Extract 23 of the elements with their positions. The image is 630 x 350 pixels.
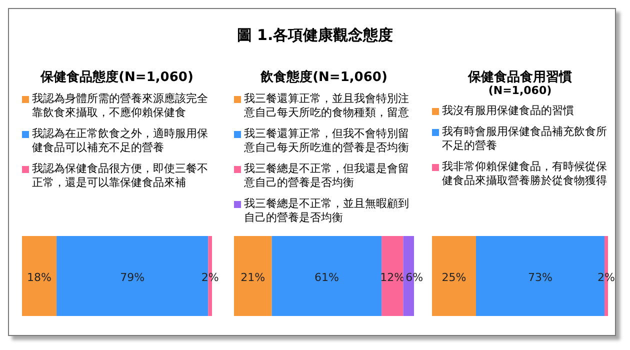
chart-title: 保健食品態度(N=1,060)	[39, 68, 194, 86]
data-label: 18%	[27, 271, 52, 284]
legend-label: 我非常仰賴保健食品，有時候從保健食品來攝取營養勝於從食物獲得	[442, 160, 608, 188]
bar	[272, 236, 382, 316]
data-label: 25%	[442, 271, 466, 284]
legend-label: 我有時會服用保健食品補充飲食所不足的營養	[442, 125, 608, 153]
legend-label: 我沒有服用保健食品的習慣	[442, 104, 574, 118]
legend-label: 我認為在正常飲食之外，適時服用保健食品可以補充不足的營養	[32, 127, 209, 155]
legend-label: 我認為保健食品很方便，即使三餐不正常，還是可以靠保健食品來補	[32, 162, 209, 190]
chart-subtitle: (N=1,060)	[487, 84, 553, 97]
legend-label: 我三餐總是不正常，但我還是會留意自己的營養是否均衡	[244, 162, 410, 190]
chart-title: 飲食態度(N=1,060)	[260, 68, 388, 86]
caption: 圖 1.各項健康觀念態度	[236, 26, 394, 45]
bar	[234, 236, 272, 316]
legend-label: 我認為身體所需的營養來源應該完全靠飲食來攝取，不應仰賴保健食	[32, 92, 209, 120]
legend-label: 我三餐還算正常，並且我會特別注意自己每天所吃的食物種類，留意	[244, 92, 410, 120]
data-label: 73%	[528, 271, 552, 284]
data-label: 21%	[240, 271, 266, 284]
legend-label: 我三餐還算正常，但我不會特別留意自己每天所吃進的營養是否均衡	[244, 127, 410, 155]
data-label: 61%	[314, 271, 339, 284]
data-label: 79%	[120, 271, 145, 284]
legend-label: 我三餐總是不正常，並且無暇顧到自己的營養是否均衡	[244, 197, 410, 225]
chart-title: 保健食品食用習慣	[466, 69, 573, 86]
